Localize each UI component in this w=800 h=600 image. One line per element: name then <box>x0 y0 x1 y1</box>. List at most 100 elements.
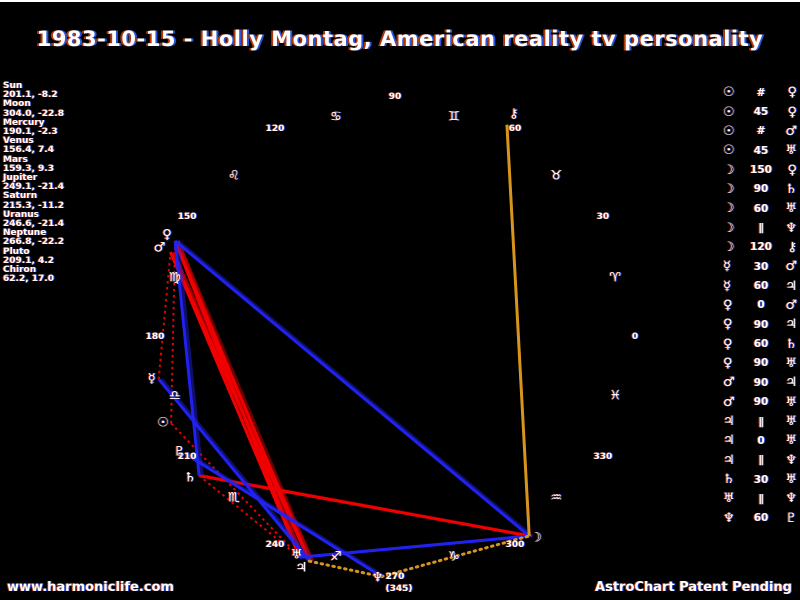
aspect-angle: 30 <box>753 473 769 486</box>
aspect-angle: ∥ <box>758 454 764 467</box>
uranus-glyph-icon: ♅ <box>785 355 797 371</box>
aspect-angle: 60 <box>753 280 769 293</box>
longitude-tick-90: 90 <box>388 92 402 102</box>
website-watermark: www.harmoniclife.com <box>7 580 174 595</box>
venus-glyph-icon: ♀ <box>723 355 733 371</box>
longitude-tick-150: 150 <box>177 212 197 222</box>
planet-name: Moon <box>3 99 31 110</box>
neptune-glyph-icon: ♆ <box>785 220 797 236</box>
saturn-planet-icon: ♄ <box>184 470 196 486</box>
aspect-line-venus-jupiter <box>176 240 314 562</box>
planet-coordinates: 249.1, -21.4 <box>3 182 64 193</box>
chiron-glyph-icon: ⚷ <box>787 239 797 255</box>
planet-coordinates: 190.1, -2.3 <box>3 127 58 138</box>
aspect-line-mars-uranus <box>172 251 305 558</box>
aspect-line-mars-uranus <box>169 251 302 558</box>
planet-coordinates: 62.2, 17.0 <box>3 274 54 285</box>
aspect-row: ☽ 60 ♅ <box>723 199 797 218</box>
planet-coordinates: 201.1, -8.2 <box>3 90 58 101</box>
jupiter-glyph-icon: ♃ <box>785 317 797 333</box>
aspect-line-jupiter-neptune <box>307 559 384 579</box>
uranus-glyph-icon: ♅ <box>785 414 797 430</box>
sun-glyph-icon: ☉ <box>723 143 735 159</box>
aquarius-sign-icon: ♒ <box>550 490 563 506</box>
aspect-angle: # <box>756 86 766 99</box>
jupiter-glyph-icon: ♃ <box>723 452 735 468</box>
venus-glyph-icon: ♀ <box>787 104 797 120</box>
aspect-row: ♃ ∥ ♆ <box>723 451 797 470</box>
leo-sign-icon: ♌ <box>227 168 240 184</box>
aspect-line-venus-saturn <box>173 240 201 476</box>
aspect-angle: 45 <box>753 144 769 157</box>
aspect-list-panel: ☉ # ♀ ☉ 45 ♀ ☉ # ♂ ☉ 45 ♅ ☽ 150 ♀ ☽ 90 ♄ ☽ 60 ♅ ☽ ∥ ♆ ☽ 120 ⚷ ☿ 30 ♂ ☿… <box>723 83 797 528</box>
planet-name: Pluto <box>3 246 30 257</box>
mars-glyph-icon: ♂ <box>785 297 797 313</box>
aspect-line-mars-jupiter <box>172 251 314 562</box>
planet-name: Mercury <box>3 117 45 128</box>
planet-name: Mars <box>3 154 28 165</box>
aspect-row: ♅ ∥ ♆ <box>723 489 797 508</box>
aspect-angle: ∥ <box>758 222 764 235</box>
virgo-sign-icon: ♍ <box>168 270 181 286</box>
saturn-glyph-icon: ♄ <box>785 181 797 197</box>
aspect-row: ♀ 60 ♄ <box>723 334 797 353</box>
planet-coordinates: 246.6, -21.4 <box>3 219 64 230</box>
sagittarius-sign-icon: ♐ <box>330 549 342 565</box>
planet-name: Sun <box>3 81 23 91</box>
aspect-angle: 45 <box>753 106 769 119</box>
aspect-row: ♀ 0 ♂ <box>723 296 797 315</box>
aspect-row: ☉ 45 ♀ <box>723 102 797 121</box>
aspect-row: ♀ 90 ♃ <box>723 315 797 334</box>
jupiter-planet-icon: ♃ <box>295 560 308 576</box>
aspect-row: ☽ ∥ ♆ <box>723 218 797 237</box>
aspect-angle: 60 <box>753 512 769 525</box>
window-top-border <box>0 0 800 2</box>
longitude-tick-30: 30 <box>596 212 610 222</box>
aspect-line-mercury-jupiter <box>160 378 314 563</box>
mars-glyph-icon: ♂ <box>723 375 735 391</box>
aspect-row: ♃ ∥ ♅ <box>723 412 797 431</box>
aspect-line-mercury-jupiter <box>157 378 311 563</box>
jupiter-glyph-icon: ♃ <box>723 433 735 449</box>
moon-glyph-icon: ☽ <box>723 162 735 178</box>
aspect-row: ☉ # ♂ <box>723 122 797 141</box>
venus-glyph-icon: ♀ <box>723 317 733 333</box>
venus-planet-icon: ♀ <box>162 227 172 243</box>
aspect-line-moon-venus <box>174 239 531 538</box>
aspect-line-neptune-moon <box>380 534 531 579</box>
aspect-angle: 90 <box>753 376 769 389</box>
aspect-angle: 90 <box>753 318 769 331</box>
chart-title: 1983-10-15 - Holly Montag, American real… <box>36 27 764 51</box>
saturn-glyph-icon: ♄ <box>785 336 797 352</box>
aspect-line-venus-uranus <box>176 240 305 558</box>
saturn-glyph-icon: ♄ <box>723 472 735 488</box>
planet-name: Uranus <box>3 209 39 220</box>
cancer-sign-icon: ♋ <box>330 109 342 125</box>
uranus-glyph-icon: ♅ <box>723 491 735 507</box>
uranus-glyph-icon: ♅ <box>785 394 797 410</box>
aspect-angle: 120 <box>750 241 772 254</box>
taurus-sign-icon: ♉ <box>550 168 563 184</box>
longitude-tick-300: 300 <box>505 539 525 550</box>
sun-glyph-icon: ☉ <box>723 85 735 101</box>
sun-planet-icon: ☉ <box>157 415 169 431</box>
longitude-tick-120: 120 <box>265 124 285 135</box>
sun-glyph-icon: ☉ <box>723 123 735 139</box>
mars-planet-icon: ♂ <box>153 240 166 256</box>
aspect-angle: 90 <box>753 357 769 370</box>
extra-degree-label: (345) <box>385 584 413 594</box>
jupiter-glyph-icon: ♃ <box>723 414 735 430</box>
longitude-tick-330: 330 <box>593 452 613 462</box>
chiron-planet-icon: ⚷ <box>509 106 519 122</box>
longitude-tick-180: 180 <box>145 332 165 342</box>
neptune-planet-icon: ♆ <box>371 570 384 586</box>
aspect-angle: 0 <box>757 299 765 312</box>
planet-coordinates: 304.0, -22.8 <box>3 108 64 119</box>
pluto-planet-icon: ♇ <box>173 444 186 460</box>
moon-glyph-icon: ☽ <box>723 239 735 255</box>
planet-name: Chiron <box>3 265 37 276</box>
aspect-row: ♂ 90 ♃ <box>723 373 797 392</box>
aspect-line-venus-saturn <box>176 240 204 476</box>
